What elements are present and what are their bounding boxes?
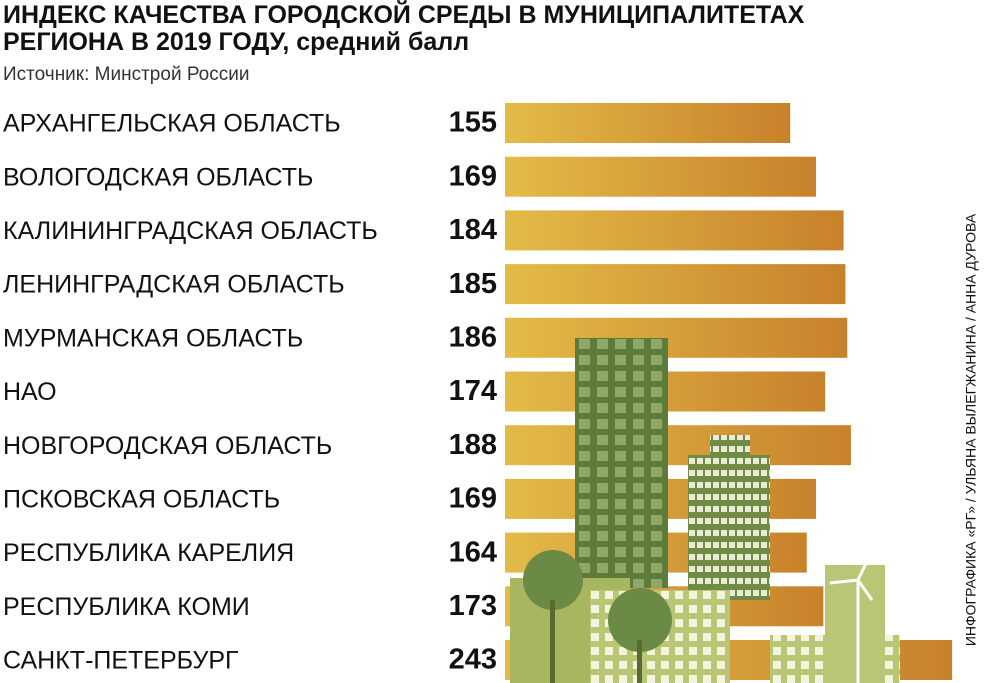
source: Источник: Минстрой России (3, 64, 250, 85)
value-label: 188 (449, 429, 497, 461)
category-label: ПСКОВСКАЯ ОБЛАСТЬ (3, 486, 280, 514)
bar (505, 210, 844, 251)
category-label: НАО (3, 378, 57, 406)
tower (688, 435, 770, 600)
value-label: 169 (449, 483, 497, 515)
value-label: 164 (449, 536, 497, 568)
wind-blades (829, 554, 874, 601)
chart-title: ИНДЕКС КАЧЕСТВА ГОРОДСКОЙ СРЕДЫ В МУНИЦИ… (3, 1, 805, 56)
category-label: ЛЕНИНГРАДСКАЯ ОБЛАСТЬ (3, 271, 345, 299)
value-label: 184 (449, 214, 497, 246)
value-label: 185 (449, 268, 497, 300)
bar (505, 103, 791, 143)
tree-trunk (550, 600, 555, 683)
tree (523, 550, 583, 610)
category-label: МУРМАНСКАЯ ОБЛАСТЬ (3, 324, 303, 352)
category-label: КАЛИНИНГРАДСКАЯ ОБЛАСТЬ (3, 217, 378, 245)
category-label: САНКТ-ПЕТЕРБУРГ (3, 647, 239, 675)
value-label: 174 (449, 375, 497, 407)
buildings (510, 338, 900, 683)
tree-trunk (637, 640, 642, 683)
value-label: 173 (449, 590, 497, 622)
bar (505, 264, 846, 305)
bar (505, 156, 816, 197)
tree (608, 588, 672, 652)
value-label: 243 (449, 644, 497, 676)
tower (575, 338, 668, 588)
value-label: 169 (449, 160, 497, 192)
bar (505, 317, 848, 358)
category-label: РЕСПУБЛИКА КАРЕЛИЯ (3, 539, 294, 567)
category-label: РЕСПУБЛИКА КОМИ (3, 593, 250, 621)
category-label: ВОЛОГОДСКАЯ ОБЛАСТЬ (3, 163, 313, 191)
block (825, 565, 885, 683)
category-label: АРХАНГЕЛЬСКАЯ ОБЛАСТЬ (3, 110, 341, 138)
category-label: НОВГОРОДСКАЯ ОБЛАСТЬ (3, 432, 332, 460)
bar (505, 425, 851, 466)
value-label: 155 (449, 107, 497, 139)
credit: ИНФОГРАФИКА «РГ» / УЛЬЯНА ВЫЛЕГЖАНИНА / … (963, 213, 979, 646)
value-label: 186 (449, 321, 497, 353)
